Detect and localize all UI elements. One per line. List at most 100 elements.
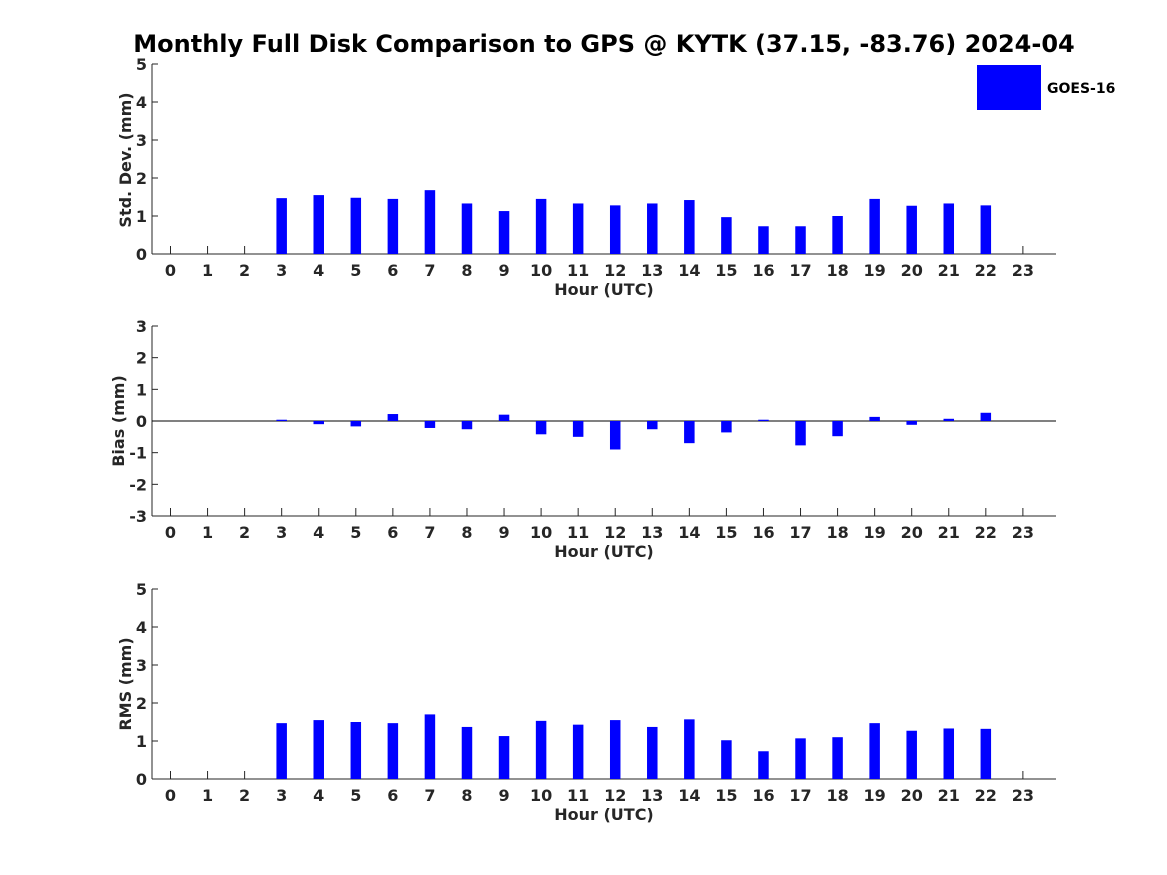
x-tick-label: 10 [530,523,552,542]
x-tick-label: 19 [864,523,886,542]
y-tick-label: 0 [136,245,147,264]
x-tick-label: 22 [975,261,997,280]
bar-hour-11 [572,421,584,437]
x-tick-label: 22 [975,786,997,805]
bar-hour-14 [684,421,695,444]
x-tick-label: 15 [715,523,737,542]
x-tick-label: 9 [498,523,509,542]
x-tick-label: 16 [752,261,774,280]
bar-hour-3 [276,419,287,421]
y-tick-label: -1 [129,444,147,463]
bar-hour-10 [535,198,547,254]
bar-hour-15 [721,421,732,433]
x-tick-label: 5 [350,786,361,805]
bar-hour-10 [535,720,547,779]
x-tick-label: 18 [826,786,848,805]
bar-hour-11 [572,203,584,254]
legend-swatch-goes16 [977,65,1041,110]
bar-hour-13 [647,203,658,254]
x-tick-label: 15 [715,261,737,280]
x-tick-label: 21 [938,261,960,280]
y-axis-label: Std. Dev. (mm) [116,92,135,227]
x-tick-label: 23 [1012,523,1034,542]
x-tick-label: 2 [239,261,250,280]
x-tick-label: 14 [678,786,700,805]
x-tick-label: 18 [826,523,848,542]
bar-hour-10 [535,421,547,435]
x-tick-label: 1 [202,523,213,542]
x-tick-label: 0 [165,523,176,542]
y-tick-label: -2 [129,475,147,494]
bar-hour-4 [313,421,324,425]
x-tick-label: 14 [678,261,700,280]
bar-hour-6 [387,198,399,254]
bar-hour-18 [832,216,843,254]
x-tick-label: 13 [641,786,663,805]
bar-hour-18 [832,737,843,779]
bar-hour-18 [832,421,843,437]
bar-hour-21 [943,728,955,779]
y-axis-label: Bias (mm) [109,375,128,467]
x-tick-label: 20 [901,786,923,805]
y-tick-label: 1 [136,380,147,399]
bar-hour-14 [684,200,695,254]
x-tick-label: 6 [387,261,398,280]
x-tick-label: 0 [165,786,176,805]
x-tick-label: 3 [276,523,287,542]
bar-hour-5 [350,197,362,254]
x-tick-label: 5 [350,523,361,542]
x-tick-label: 21 [938,786,960,805]
x-tick-label: 1 [202,786,213,805]
y-tick-label: 4 [136,618,147,637]
y-tick-label: 2 [136,349,147,368]
bar-hour-6 [387,723,399,779]
x-tick-label: 4 [313,261,324,280]
y-tick-label: 0 [136,412,147,431]
y-tick-label: 3 [136,656,147,675]
y-tick-label: 0 [136,770,147,789]
x-tick-label: 17 [789,786,811,805]
bar-hour-14 [684,719,695,779]
bar-hour-21 [943,418,955,421]
bar-hour-6 [387,414,399,421]
y-axis-label: RMS (mm) [116,637,135,730]
x-tick-label: 19 [864,786,886,805]
x-tick-label: 3 [276,261,287,280]
bar-hour-15 [721,740,732,779]
x-tick-label: 17 [789,261,811,280]
bar-hour-9 [498,414,510,421]
x-tick-label: 12 [604,523,626,542]
y-tick-label: 2 [136,169,147,188]
x-tick-label: 11 [567,786,589,805]
x-tick-label: 20 [901,523,923,542]
x-tick-label: 5 [350,261,361,280]
x-tick-label: 6 [387,523,398,542]
bar-hour-13 [647,726,658,779]
bar-hour-3 [276,723,287,779]
x-tick-label: 11 [567,261,589,280]
bar-hour-21 [943,203,955,254]
y-tick-label: -3 [129,507,147,526]
x-axis-label: Hour (UTC) [554,542,654,561]
x-tick-label: 7 [424,786,435,805]
x-tick-label: 19 [864,261,886,280]
y-tick-label: 5 [136,55,147,74]
x-tick-label: 11 [567,523,589,542]
bar-hour-7 [424,714,436,779]
bar-hour-19 [869,416,880,421]
bar-hour-8 [461,203,473,254]
bar-hour-15 [721,217,732,254]
bar-hour-4 [313,720,324,779]
x-tick-label: 16 [752,523,774,542]
bar-hour-5 [350,722,362,779]
bar-hour-16 [758,419,769,421]
y-tick-label: 2 [136,694,147,713]
x-tick-label: 15 [715,786,737,805]
bar-hour-20 [906,730,917,779]
bar-hour-22 [980,412,992,421]
y-tick-label: 5 [136,580,147,599]
x-tick-label: 2 [239,786,250,805]
x-tick-label: 8 [461,786,472,805]
